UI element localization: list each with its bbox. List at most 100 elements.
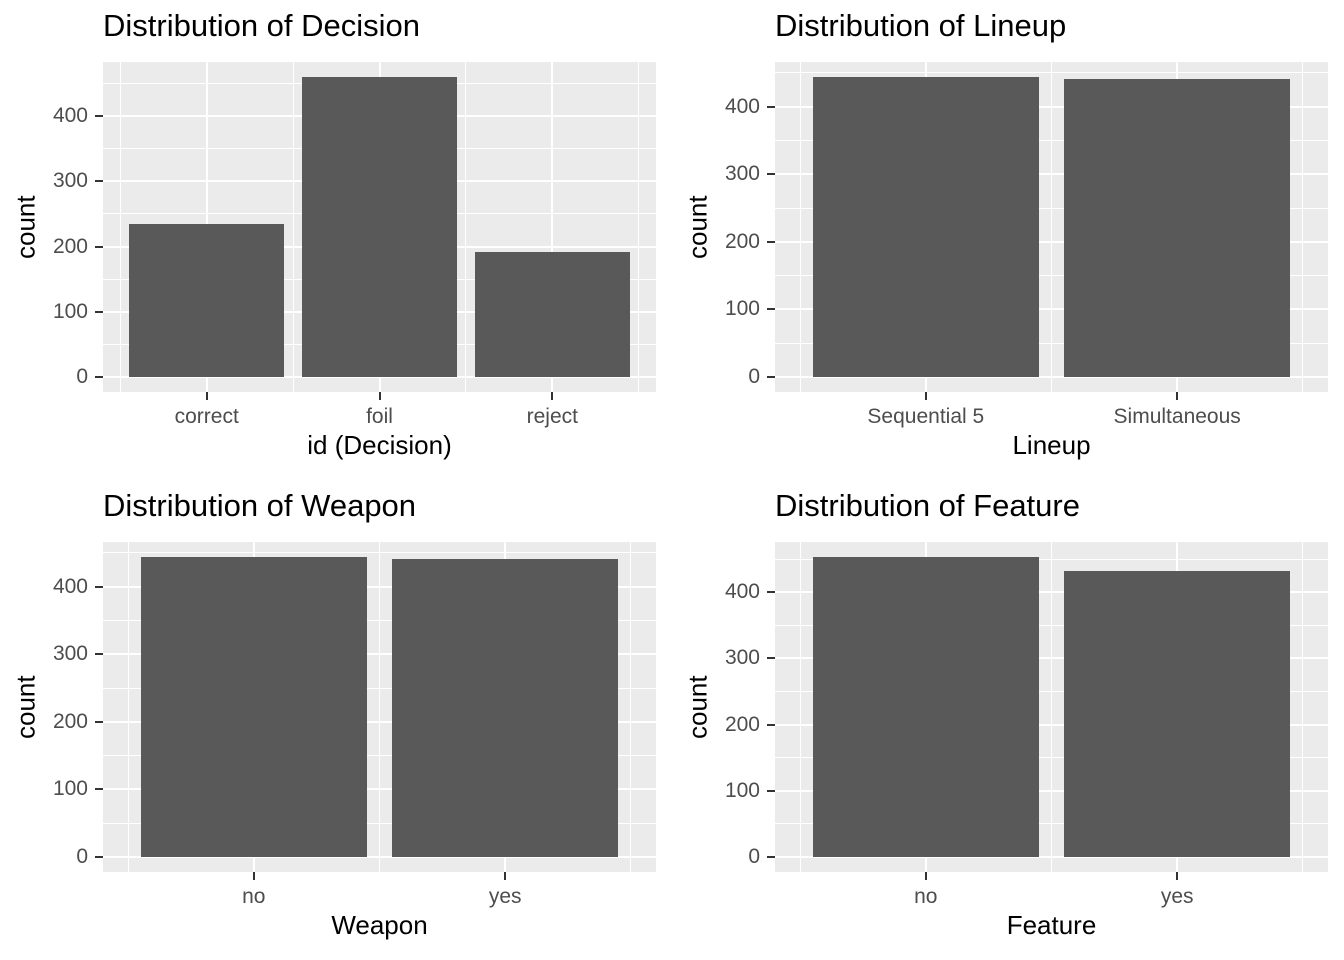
x-axis-title: Weapon <box>331 910 428 940</box>
y-tick-mark <box>95 585 103 588</box>
x-tick-mark <box>205 392 208 400</box>
gridline-minor-v <box>799 542 801 872</box>
gridline-minor-v <box>1302 62 1304 392</box>
y-tick-label: 0 <box>76 845 88 868</box>
gridline-minor-v <box>127 542 129 872</box>
y-tick-mark <box>95 245 103 248</box>
y-tick-label: 400 <box>52 104 88 128</box>
x-tick-label: yes <box>1160 885 1194 908</box>
plot-title: Distribution of Feature <box>775 488 1080 523</box>
gridline-minor-v <box>1051 542 1052 872</box>
x-tick-mark <box>378 392 381 400</box>
y-tick-mark <box>95 653 103 656</box>
x-tick-label: foil <box>366 405 393 428</box>
y-tick-label: 200 <box>724 229 760 253</box>
y-tick-label: 400 <box>724 580 760 604</box>
y-tick-mark <box>767 308 775 311</box>
plot-panel <box>775 62 1328 392</box>
x-tick-mark <box>924 392 927 400</box>
x-axis: correct foil reject <box>103 392 656 432</box>
bar-foil <box>301 77 458 377</box>
x-tick-mark <box>924 872 927 880</box>
y-axis: 0 100 200 300 400 <box>672 62 775 392</box>
bar-correct <box>128 224 285 377</box>
y-tick-label: 100 <box>724 778 760 802</box>
plot-panel <box>103 542 656 872</box>
y-tick-mark <box>767 789 775 792</box>
bar-yes <box>1064 570 1291 857</box>
gridline-minor-v <box>379 542 380 872</box>
x-axis-title: Lineup <box>1012 430 1091 460</box>
chart-weapon: Distribution of Weapon count 0 100 200 300 4… <box>0 480 672 960</box>
y-tick-mark <box>767 105 775 108</box>
y-axis: 0 100 200 300 400 <box>672 542 775 872</box>
bar-reject <box>474 252 631 377</box>
gridline-minor-v <box>465 62 467 392</box>
plot-title: Distribution of Lineup <box>775 8 1067 43</box>
gridline-major-v <box>551 62 554 392</box>
y-tick-label: 100 <box>52 777 88 801</box>
plot-title: Distribution of Weapon <box>103 488 417 523</box>
y-tick-label: 300 <box>52 169 88 193</box>
y-tick-label: 0 <box>748 845 760 868</box>
x-tick-label: reject <box>526 405 578 428</box>
x-axis-title: Feature <box>1006 910 1097 940</box>
x-tick-label: correct <box>174 405 239 428</box>
x-tick-mark <box>504 872 507 880</box>
x-tick-label: no <box>914 885 938 908</box>
y-tick-mark <box>767 591 775 594</box>
y-tick-label: 300 <box>724 162 760 186</box>
gridline-minor-v <box>1302 542 1304 872</box>
y-tick-label: 100 <box>52 299 88 323</box>
gridline-minor-v <box>119 62 121 392</box>
gridline-minor-v <box>292 62 294 392</box>
x-axis: no yes <box>775 872 1328 912</box>
x-tick-mark <box>551 392 554 400</box>
gridline-minor-v <box>799 62 801 392</box>
y-tick-mark <box>95 376 103 378</box>
y-tick-mark <box>767 240 775 243</box>
x-tick-mark <box>1176 392 1179 400</box>
chart-decision: Distribution of Decision count 0 100 200 30… <box>0 0 672 480</box>
y-axis: 0 100 200 300 400 <box>0 542 103 872</box>
y-axis: 0 100 200 300 400 <box>0 62 103 392</box>
y-tick-mark <box>95 856 103 858</box>
x-tick-label: Sequential 5 <box>867 405 985 428</box>
y-tick-label: 0 <box>748 365 760 388</box>
y-tick-label: 300 <box>724 646 760 670</box>
bar-no <box>140 557 367 857</box>
y-tick-mark <box>767 376 775 378</box>
y-tick-mark <box>95 115 103 118</box>
y-tick-mark <box>767 173 775 176</box>
x-tick-label: yes <box>488 885 522 908</box>
gridline-minor-v <box>638 62 640 392</box>
x-axis: no yes <box>103 872 656 912</box>
gridline-minor-v <box>630 542 632 872</box>
bar-yes <box>392 559 619 857</box>
y-tick-mark <box>95 720 103 723</box>
y-tick-mark <box>767 856 775 858</box>
y-tick-label: 100 <box>724 297 760 321</box>
y-tick-mark <box>95 310 103 313</box>
x-tick-mark <box>1176 872 1179 880</box>
bar-Sequential 5 <box>812 77 1039 377</box>
bar-Simultaneous <box>1064 79 1291 377</box>
bar-no <box>812 557 1039 857</box>
y-tick-mark <box>767 657 775 660</box>
y-tick-mark <box>95 180 103 183</box>
y-tick-label: 200 <box>724 712 760 736</box>
y-tick-mark <box>95 788 103 791</box>
chart-feature: Distribution of Feature count 0 100 200 300… <box>672 480 1344 960</box>
y-tick-label: 400 <box>724 94 760 118</box>
plot-panel <box>775 542 1328 872</box>
y-tick-label: 200 <box>52 234 88 258</box>
chart-lineup: Distribution of Lineup count 0 100 200 300 4… <box>672 0 1344 480</box>
y-tick-label: 400 <box>52 574 88 598</box>
x-axis: Sequential 5 Simultaneous <box>775 392 1328 432</box>
x-tick-label: Simultaneous <box>1113 405 1241 428</box>
y-tick-mark <box>767 723 775 726</box>
x-axis-title: id (Decision) <box>307 430 452 460</box>
x-tick-label: no <box>242 885 266 908</box>
gridline-minor-v <box>1051 62 1052 392</box>
